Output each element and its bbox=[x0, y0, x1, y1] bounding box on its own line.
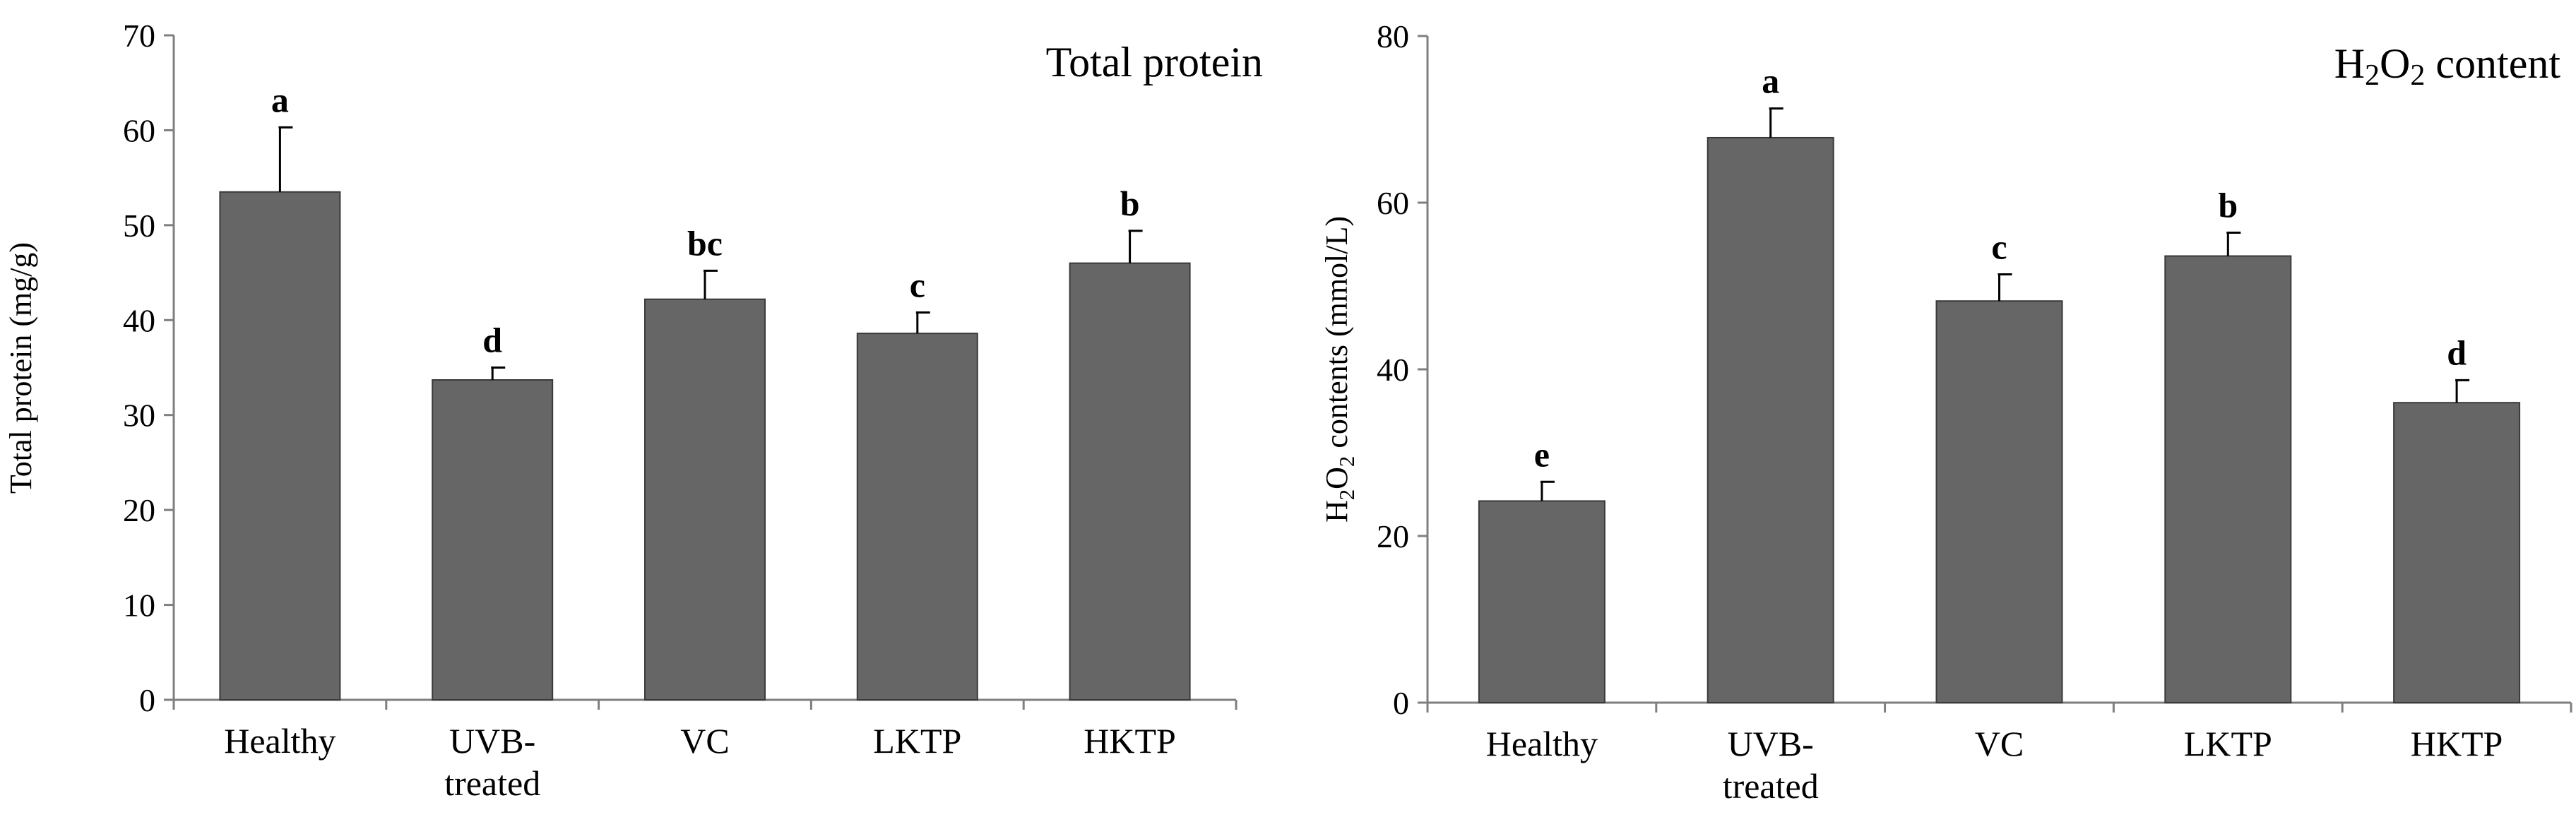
y-tick-label: 60 bbox=[1377, 185, 1409, 221]
text-segment: content bbox=[2425, 40, 2560, 87]
bar bbox=[2393, 402, 2521, 703]
significance-label: e bbox=[1534, 434, 1550, 474]
category-label: UVB- bbox=[1728, 724, 1814, 763]
y-tick-label: 20 bbox=[1377, 518, 1409, 554]
text-segment: H bbox=[2334, 40, 2365, 87]
category-label: VC bbox=[680, 721, 729, 761]
significance-label: d bbox=[2447, 333, 2467, 372]
significance-label: a bbox=[271, 80, 289, 119]
category-label: Healthy bbox=[1486, 724, 1598, 763]
category-label: HKTP bbox=[2411, 724, 2503, 763]
text-segment: O bbox=[1319, 467, 1354, 489]
bar bbox=[1935, 300, 2063, 703]
significance-label: d bbox=[482, 321, 502, 360]
subscript-text: 2 bbox=[1335, 489, 1359, 500]
bar bbox=[1478, 500, 1605, 703]
subscript-text: 2 bbox=[2365, 59, 2380, 92]
y-tick-label: 30 bbox=[123, 398, 155, 434]
text-segment: O bbox=[2380, 40, 2410, 87]
significance-label: c bbox=[1991, 227, 2007, 266]
y-tick-label: 0 bbox=[139, 682, 155, 718]
category-label: LKTP bbox=[873, 721, 961, 761]
y-tick-label: 10 bbox=[123, 588, 155, 624]
subscript-text: 2 bbox=[1335, 456, 1359, 467]
category-label: Healthy bbox=[224, 721, 336, 761]
y-tick-label: 0 bbox=[1393, 685, 1409, 721]
significance-label: b bbox=[2218, 185, 2238, 225]
bar bbox=[432, 379, 554, 701]
bar bbox=[856, 333, 978, 701]
y-tick-label: 70 bbox=[123, 18, 155, 54]
y-tick-label: 50 bbox=[123, 208, 155, 244]
y-tick-label: 80 bbox=[1377, 18, 1409, 54]
y-tick-label: 60 bbox=[123, 112, 155, 148]
significance-label: bc bbox=[687, 223, 723, 263]
category-label: LKTP bbox=[2184, 724, 2272, 763]
significance-label: b bbox=[1120, 184, 1140, 223]
bar bbox=[219, 191, 341, 701]
y-tick-label: 40 bbox=[123, 302, 155, 338]
category-label: treated bbox=[444, 763, 540, 803]
bar bbox=[644, 298, 766, 701]
bar bbox=[1707, 136, 1834, 703]
subscript-text: 2 bbox=[2410, 59, 2425, 92]
bar bbox=[1069, 262, 1191, 701]
y-tick-label: 40 bbox=[1377, 352, 1409, 388]
chart-title: Total protein bbox=[1046, 39, 1263, 85]
y-axis-label: Total protein (mg/g) bbox=[4, 242, 38, 494]
text-segment: H bbox=[1319, 500, 1354, 523]
category-label: UVB- bbox=[449, 721, 535, 761]
chart-panel-1: 0 10 20 30 40 50 60 70 a Healthy d UVB-treated bc VC c… bbox=[4, 18, 1263, 803]
category-label: HKTP bbox=[1084, 721, 1176, 761]
chart-panel-2: 0 20 40 60 80 e Healthy a UVB-treated c VC b LKTP d HK… bbox=[1319, 18, 2572, 806]
significance-label: c bbox=[910, 266, 925, 305]
bar bbox=[2164, 255, 2292, 703]
text-segment: contents (mmol/L) bbox=[1319, 216, 1354, 456]
y-tick-label: 20 bbox=[123, 492, 155, 528]
significance-label: a bbox=[1762, 61, 1779, 101]
y-axis-label: H2O2 contents (mmol/L) bbox=[1319, 216, 1359, 523]
chart-title: H2O2 content bbox=[2334, 40, 2561, 92]
category-label: treated bbox=[1723, 766, 1819, 806]
category-label: VC bbox=[1975, 724, 2024, 763]
